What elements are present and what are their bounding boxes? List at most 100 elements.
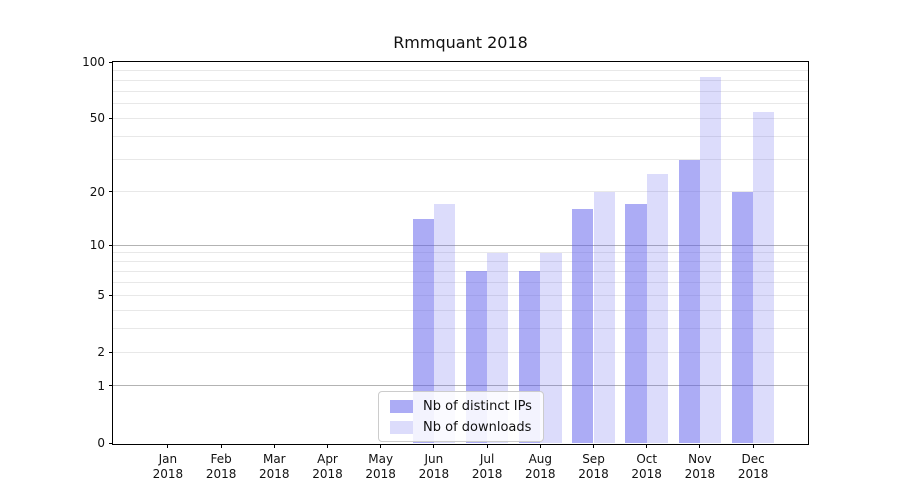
bar-nb-of-downloads-oct-2018 [646, 174, 668, 443]
plot-border [112, 61, 809, 445]
x-tick-month: Aug [528, 452, 553, 466]
bar-nb-of-distinct-ips-dec-2018 [731, 191, 754, 443]
y-tick-label-2: 2 [97, 345, 105, 360]
y-tick-label-50: 50 [89, 111, 105, 126]
x-tick-year: 2018 [312, 467, 343, 481]
x-tick-year: 2018 [259, 467, 290, 481]
bar-nb-of-distinct-ips-sep-2018 [572, 209, 594, 443]
gridline-minor-8 [113, 261, 808, 263]
x-tick-year: 2018 [684, 467, 716, 481]
y-tick-mark-10 [109, 244, 113, 246]
y-tick-label-10: 10 [89, 238, 105, 253]
x-tick-mark-aug-2018 [539, 444, 541, 448]
plot-area [113, 62, 808, 443]
legend-swatch-downloads [390, 420, 413, 434]
x-tick-label-feb-2018: Feb 2018 [193, 452, 249, 482]
x-tick-month: Mar [262, 452, 286, 466]
x-tick-mark-dec-2018 [752, 444, 754, 448]
bar-nb-of-downloads-jun-2018 [433, 204, 456, 443]
y-tick-mark-50 [109, 117, 113, 119]
gridline-minor-9 [113, 252, 808, 254]
y-tick-mark-1 [109, 385, 113, 387]
gridline-minor-4 [113, 309, 808, 311]
gridline-minor-50 [113, 117, 808, 119]
bar-nb-of-downloads-nov-2018 [699, 77, 722, 443]
x-tick-label-sep-2018: Sep 2018 [566, 452, 622, 482]
x-tick-mark-sep-2018 [593, 444, 594, 448]
x-tick-month: Nov [688, 452, 712, 466]
x-tick-label-may-2018: May 2018 [353, 452, 409, 482]
gridline-minor-3 [113, 328, 808, 330]
gridline-minor-7 [113, 270, 808, 272]
x-tick-label-aug-2018: Aug 2018 [512, 452, 568, 482]
bar-nb-of-downloads-sep-2018 [593, 191, 615, 443]
gridline-minor-6 [113, 281, 808, 283]
x-tick-month: Feb [210, 452, 232, 466]
x-tick-year: 2018 [737, 467, 769, 481]
x-tick-label-jul-2018: Jul 2018 [459, 452, 515, 482]
y-tick-label-20: 20 [89, 184, 105, 199]
x-tick-year: 2018 [631, 467, 662, 481]
x-tick-mark-feb-2018 [220, 444, 222, 448]
y-tick-label-0: 0 [97, 436, 105, 450]
x-tick-label-jan-2018: Jan 2018 [140, 452, 196, 482]
chart-title: Rmmquant 2018 [393, 33, 528, 52]
bar-nb-of-downloads-dec-2018 [753, 112, 775, 443]
x-tick-month: Apr [317, 452, 338, 466]
legend: Nb of distinct IPs Nb of downloads [378, 391, 544, 442]
gridline-minor-2 [113, 351, 808, 353]
x-tick-label-nov-2018: Nov 2018 [672, 452, 728, 482]
x-tick-year: 2018 [205, 467, 237, 481]
x-tick-month: Sep [582, 452, 605, 466]
x-tick-mark-jun-2018 [433, 444, 435, 448]
x-tick-label-oct-2018: Oct 2018 [619, 452, 675, 482]
x-tick-label-apr-2018: Apr 2018 [300, 452, 356, 482]
x-tick-year: 2018 [152, 467, 184, 481]
legend-item-distinct-ips: Nb of distinct IPs [390, 398, 532, 414]
x-tick-mark-mar-2018 [273, 444, 275, 448]
y-tick-mark-20 [109, 191, 113, 193]
x-tick-label-jun-2018: Jun 2018 [406, 452, 462, 482]
bar-nb-of-downloads-aug-2018 [540, 252, 562, 443]
gridline-minor-20 [113, 191, 808, 193]
y-tick-label-1: 1 [97, 378, 105, 393]
x-tick-month: Oct [636, 452, 658, 466]
y-tick-label-5: 5 [97, 288, 105, 303]
legend-label-distinct-ips: Nb of distinct IPs [423, 398, 532, 414]
x-tick-month: Dec [741, 452, 765, 466]
gridline-minor-30 [113, 159, 808, 160]
gridline-minor-90 [113, 70, 808, 72]
x-tick-mark-oct-2018 [646, 444, 648, 448]
x-tick-label-mar-2018: Mar 2018 [246, 452, 302, 482]
x-tick-mark-apr-2018 [327, 444, 328, 448]
x-tick-mark-jul-2018 [486, 444, 488, 448]
y-tick-label-100: 100 [82, 55, 105, 69]
x-tick-month: May [368, 452, 394, 466]
x-tick-mark-may-2018 [380, 444, 382, 448]
x-tick-year: 2018 [365, 467, 396, 481]
bar-nb-of-distinct-ips-nov-2018 [678, 159, 700, 443]
y-tick-mark-100 [109, 61, 113, 63]
x-tick-month: Jul [479, 452, 495, 466]
x-tick-year: 2018 [525, 467, 556, 481]
bar-nb-of-distinct-ips-oct-2018 [625, 204, 647, 443]
gridline-major-1 [113, 385, 808, 387]
gridline-minor-5 [113, 294, 808, 296]
y-tick-mark-5 [109, 294, 113, 296]
gridline-minor-80 [113, 79, 808, 81]
legend-label-downloads: Nb of downloads [423, 419, 532, 435]
y-tick-mark-2 [109, 351, 113, 353]
legend-item-downloads: Nb of downloads [390, 419, 532, 435]
gridline-minor-70 [113, 90, 808, 92]
gridline-major-10 [113, 244, 808, 246]
gridline-minor-40 [113, 135, 808, 137]
x-tick-year: 2018 [471, 467, 503, 481]
legend-swatch-distinct-ips [390, 399, 413, 413]
x-tick-label-dec-2018: Dec 2018 [725, 452, 781, 482]
x-tick-year: 2018 [418, 467, 450, 481]
x-tick-year: 2018 [578, 467, 609, 481]
bar-nb-of-distinct-ips-jun-2018 [412, 219, 434, 443]
x-tick-mark-nov-2018 [699, 444, 701, 448]
x-tick-month: Jun [424, 452, 444, 466]
